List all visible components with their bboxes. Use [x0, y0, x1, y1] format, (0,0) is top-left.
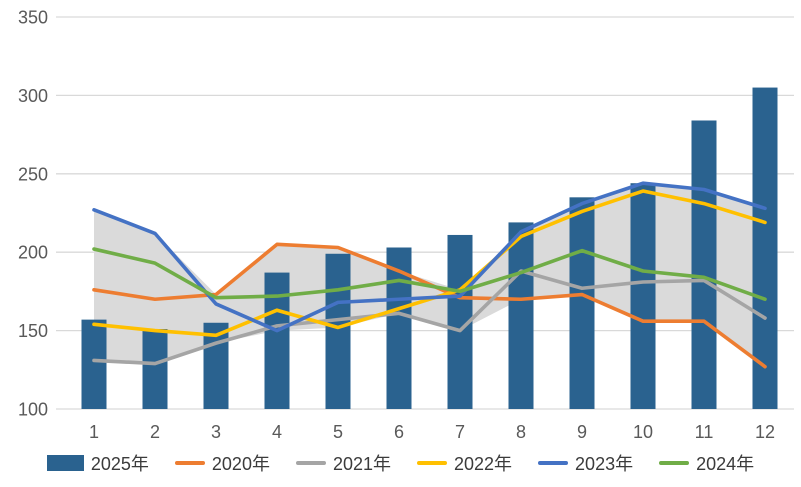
- legend-swatch-bar: [46, 455, 84, 471]
- line-2024年: [92, 247, 767, 302]
- x-axis-label-12: 12: [755, 422, 775, 442]
- x-axis-label-9: 9: [577, 422, 587, 442]
- legend-swatch-line: [417, 461, 447, 465]
- x-axis-label-11: 11: [695, 422, 714, 442]
- legend-swatch-line: [659, 461, 690, 465]
- legend-label: 2023年: [575, 454, 634, 474]
- bar-2025年-4: [264, 272, 290, 409]
- range-band: [94, 183, 765, 367]
- y-axis-label-350: 350: [18, 8, 48, 28]
- line-2021年: [92, 269, 767, 366]
- bar-2025年-9: [569, 197, 595, 409]
- y-axis-label-100: 100: [18, 400, 48, 420]
- x-axis-label-8: 8: [516, 422, 526, 442]
- bar-2025年-5: [325, 253, 351, 409]
- legend-label: 2025年: [90, 454, 149, 474]
- bar-2025年-2: [142, 329, 168, 409]
- legend-label: 2020年: [211, 454, 270, 474]
- legend-swatch-line: [174, 461, 205, 465]
- x-axis-label-7: 7: [455, 422, 465, 442]
- bar-2025年-11: [691, 120, 717, 409]
- legend-item-2020年: 2020年: [174, 450, 270, 476]
- y-axis-label-150: 150: [18, 321, 48, 341]
- bar-2025年-10: [630, 183, 656, 409]
- x-axis-label-1: 1: [89, 422, 99, 442]
- y-axis-label-200: 200: [18, 243, 48, 263]
- x-axis-label-6: 6: [394, 422, 404, 442]
- legend-item-2022年: 2022年: [417, 450, 512, 476]
- bar-2025年-8: [508, 222, 534, 409]
- legend-label: 2021年: [332, 454, 391, 474]
- legend-item-2021年: 2021年: [295, 450, 391, 476]
- chart-legend: 2025年 2020年 2021年 2022年 2023年 2024年: [0, 450, 801, 476]
- legend-label: 2024年: [696, 454, 755, 474]
- legend-label: 2022年: [454, 454, 513, 474]
- bar-2025年-12: [752, 87, 778, 409]
- y-axis-label-250: 250: [18, 164, 48, 184]
- legend-item-2023年: 2023年: [538, 450, 633, 476]
- x-axis-label-3: 3: [211, 422, 221, 442]
- x-axis-label-10: 10: [633, 422, 653, 442]
- bar-2025年-3: [203, 322, 229, 409]
- legend-swatch-line: [295, 461, 326, 465]
- x-axis-label-5: 5: [333, 422, 343, 442]
- legend-swatch-line: [538, 461, 569, 465]
- legend-item-2024年: 2024年: [659, 450, 754, 476]
- x-axis-label-4: 4: [272, 422, 282, 442]
- chart-area: 100 150 200 250 300 350 1 2 3 4 5 6 7 8 9 10 11 12: [18, 8, 794, 442]
- y-axis-label-300: 300: [18, 86, 48, 106]
- x-axis-label-2: 2: [150, 422, 160, 442]
- legend-item-2025年: 2025年: [46, 450, 149, 476]
- bar-2025年-1: [81, 319, 107, 409]
